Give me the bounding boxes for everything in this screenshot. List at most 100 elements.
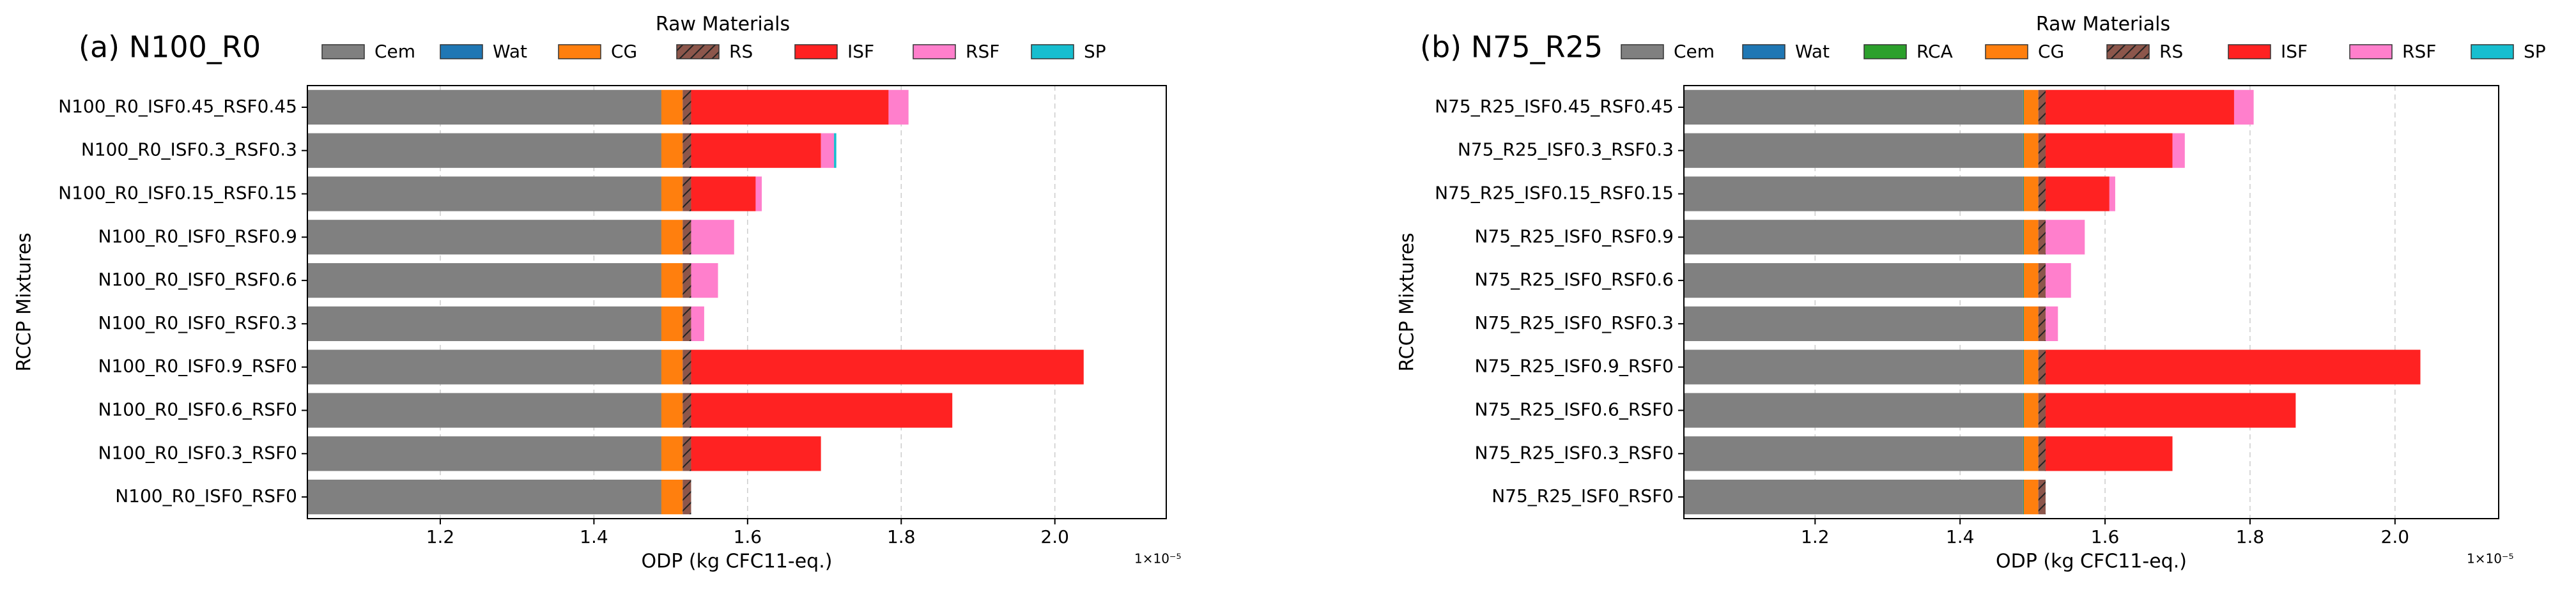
- bar-segment: [2023, 349, 2024, 385]
- legend-swatch: [794, 44, 838, 59]
- y-tick-label: N100_R0_ISF0_RSF0: [115, 485, 297, 506]
- y-tick-label: N75_R25_ISF0.45_RSF0.45: [1435, 96, 1674, 117]
- bar-segment: [307, 349, 661, 385]
- bar-segment: [691, 436, 821, 471]
- legend-swatch: [1863, 44, 1907, 59]
- plot-frame: [1683, 85, 2499, 519]
- x-tick-label: 1.2: [426, 526, 455, 547]
- bar-segment: [834, 133, 837, 168]
- legend-label: ISF: [847, 41, 874, 62]
- bar-segment: [2024, 176, 2039, 211]
- bar-segment: [661, 220, 683, 255]
- bar-segment: [683, 436, 691, 471]
- bar-segment: [661, 479, 683, 515]
- y-tick-label: N100_R0_ISF0_RSF0.3: [98, 312, 297, 333]
- y-tick-label: N100_R0_ISF0_RSF0.9: [98, 225, 297, 247]
- bar-segment: [2046, 220, 2085, 255]
- offset-text: 1×10⁻⁵: [1134, 551, 1182, 567]
- legend-label: RCA: [1917, 41, 1953, 62]
- bar-segment: [2023, 349, 2025, 385]
- bar-segment: [2046, 89, 2234, 125]
- bar-segment: [691, 89, 889, 125]
- bar-segment: [2024, 89, 2039, 125]
- bar-segment: [2023, 306, 2025, 342]
- bar-segment: [2024, 479, 2039, 515]
- bar-segment: [1684, 176, 2023, 211]
- y-tick-label: N100_R0_ISF0.3_RSF0.3: [81, 139, 297, 160]
- legend-label: RSF: [966, 41, 999, 62]
- legend-swatch: [2228, 44, 2271, 59]
- bar-segment: [888, 89, 909, 125]
- bar-segment: [1684, 306, 2023, 342]
- bar-segment: [683, 133, 691, 168]
- bar-segment: [2172, 133, 2185, 168]
- bar-segment: [307, 306, 661, 342]
- bar-segment: [2233, 89, 2254, 125]
- y-tick-label: N75_R25_ISF0.3_RSF0: [1475, 442, 1674, 463]
- bar-segment: [2023, 436, 2025, 471]
- x-tick-label: 1.8: [2236, 526, 2265, 547]
- bar-segment: [2023, 220, 2025, 255]
- bar-segment: [307, 89, 661, 125]
- bar-segment: [2024, 133, 2039, 168]
- bar-segment: [2046, 133, 2173, 168]
- x-tick-label: 1.4: [1946, 526, 1975, 547]
- bar-segment: [1684, 436, 2023, 471]
- offset-text: 1×10⁻⁵: [2467, 551, 2514, 567]
- y-tick-label: N100_R0_ISF0_RSF0.6: [98, 269, 297, 290]
- x-tick-label: 1.6: [2091, 526, 2120, 547]
- legend-swatch: [913, 44, 956, 59]
- bar-segment: [683, 349, 691, 385]
- bar-segment: [2046, 176, 2109, 211]
- bar-segment: [2023, 393, 2025, 428]
- bar-segment: [2038, 306, 2046, 342]
- legend-label: Wat: [493, 41, 527, 62]
- bar-segment: [683, 220, 691, 255]
- legend-label: ISF: [2281, 41, 2308, 62]
- legend-title: Raw Materials: [2036, 13, 2170, 36]
- bar-segment: [2024, 349, 2039, 385]
- y-tick-label: N75_R25_ISF0.15_RSF0.15: [1435, 183, 1674, 204]
- y-tick-label: N100_R0_ISF0.6_RSF0: [98, 399, 297, 420]
- bar-segment: [2023, 393, 2024, 428]
- y-tick-label: N75_R25_ISF0.3_RSF0.3: [1458, 139, 1674, 160]
- bar-segment: [2023, 89, 2025, 125]
- bar-segment: [691, 176, 756, 211]
- legend-swatch: [1985, 44, 2028, 59]
- legend-label: Wat: [1795, 41, 1830, 62]
- legend-swatch: [1031, 44, 1074, 59]
- bar-segment: [661, 89, 683, 125]
- bar-segment: [661, 133, 683, 168]
- legend-label: SP: [2524, 41, 2546, 62]
- bar-segment: [1684, 479, 2023, 515]
- bar-segment: [307, 436, 661, 471]
- bar-segment: [2038, 176, 2046, 211]
- bars: [307, 89, 1084, 515]
- bar-segment: [2023, 176, 2024, 211]
- bar-segment: [1684, 89, 2023, 125]
- x-tick-label: 2.0: [2381, 526, 2410, 547]
- x-tick-label: 1.2: [1801, 526, 1830, 547]
- chart-title: (b) N75_R25: [1420, 30, 1603, 65]
- y-tick-label: N75_R25_ISF0_RSF0.6: [1475, 269, 1674, 290]
- legend-label: RS: [2159, 41, 2183, 62]
- bar-segment: [2046, 263, 2071, 298]
- bar-segment: [2109, 176, 2115, 211]
- legend-swatch: [2349, 44, 2393, 59]
- y-tick-label: N75_R25_ISF0.9_RSF0: [1475, 356, 1674, 377]
- plot-frame: [307, 85, 1167, 519]
- bar-segment: [2038, 133, 2046, 168]
- bar-segment: [2046, 306, 2058, 342]
- bar-segment: [691, 263, 718, 298]
- legend-label: Cem: [374, 41, 415, 62]
- legend-label: CG: [2038, 41, 2064, 62]
- y-tick-label: N100_R0_ISF0.9_RSF0: [98, 356, 297, 377]
- bar-segment: [2023, 133, 2024, 168]
- x-tick-label: 2.0: [1040, 526, 1069, 547]
- bar-segment: [2023, 263, 2025, 298]
- x-tick-label: 1.4: [580, 526, 608, 547]
- bar-segment: [2024, 263, 2039, 298]
- bar-segment: [691, 349, 1084, 385]
- bars: [1684, 89, 2421, 515]
- bar-segment: [307, 176, 661, 211]
